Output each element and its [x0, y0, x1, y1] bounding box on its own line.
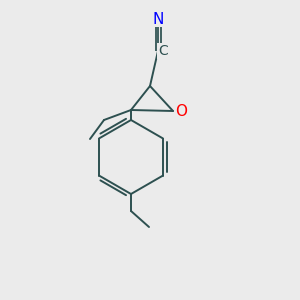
- Text: N: N: [152, 11, 164, 26]
- Text: O: O: [175, 103, 187, 118]
- Text: C: C: [158, 44, 168, 58]
